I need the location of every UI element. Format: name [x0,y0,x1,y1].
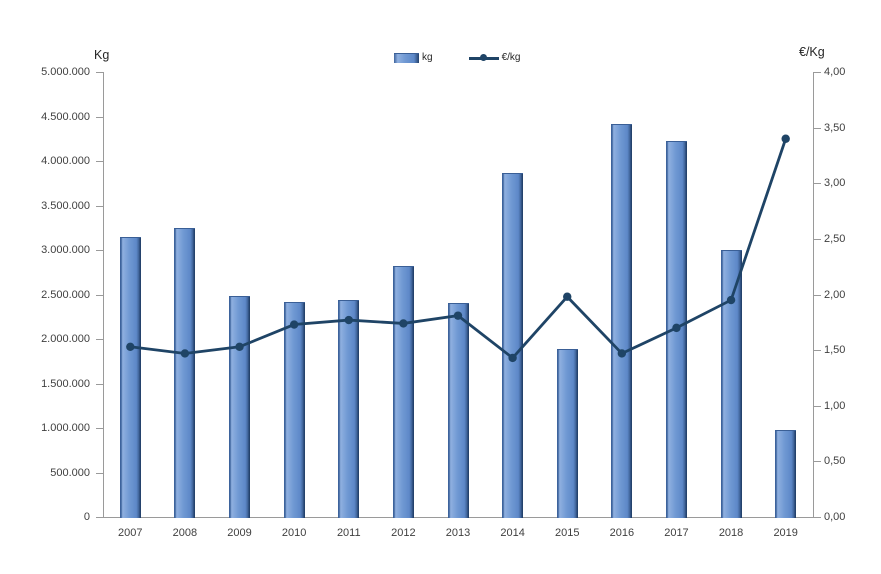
right-axis-tick-label: 4,00 [824,66,846,78]
right-axis-tick [814,461,821,463]
bar-2010 [283,301,305,518]
right-axis-tick [814,183,821,185]
x-axis-label-2011: 2011 [336,527,361,539]
line-marker-2016 [617,349,627,358]
right-axis-tick [814,294,821,296]
right-axis-tick-label: 3,50 [824,121,846,134]
left-axis-tick-label: 3.500.000 [41,199,90,212]
legend-entry-kg: kg [394,52,433,63]
line-marker-2019 [781,134,790,143]
x-axis-label-2017: 2017 [664,527,689,539]
x-axis-label-2014: 2014 [500,527,525,539]
left-axis-tick-label: 500.000 [50,466,90,479]
bar-2019 [775,429,797,518]
x-axis-label-2012: 2012 [391,527,416,539]
bar-2009 [229,296,251,518]
right-axis-tick-label: 2,00 [824,288,846,301]
line-marker-2009 [235,342,244,351]
bar-2018 [720,250,742,518]
x-axis-label-2019: 2019 [773,527,798,539]
left-axis-tick-label: 4.500.000 [41,110,90,123]
line-marker-2007 [126,342,135,351]
left-axis-tick-label: 3.000.000 [41,244,90,256]
bar-2013 [447,303,469,518]
x-axis-label-2007: 2007 [118,527,143,539]
left-axis-tick [96,72,103,73]
bar-2008 [174,227,196,518]
right-axis-tick [814,517,821,518]
line-marker-2015 [563,292,572,301]
left-axis-line [103,72,104,518]
left-axis-tick [96,339,103,340]
x-axis-label-2008: 2008 [172,527,198,539]
line-marker-2018 [726,295,736,305]
line-marker-2017 [672,323,681,333]
left-axis-tick [96,383,103,385]
x-axis-label-2010: 2010 [281,527,307,539]
left-axis-tick [96,205,103,207]
left-axis-tick [96,294,103,296]
right-axis-tick-label: 2,50 [824,232,846,245]
bar-2015 [556,348,578,518]
left-axis-tick-label: 1.500.000 [41,377,90,390]
right-axis-tick [814,350,821,352]
left-axis-tick-label: 2.500.000 [41,288,90,301]
right-axis-tick [814,72,821,73]
line-marker-2013 [453,311,463,320]
right-axis-tick [814,405,821,407]
line-marker-2011 [344,315,353,325]
right-axis-line [813,72,814,518]
left-axis-title: Kg [94,48,110,62]
right-axis-tick-label: 1,00 [824,399,846,412]
bar-2016 [611,123,633,518]
line-marker-2012 [399,319,408,328]
bar-2011 [338,299,360,518]
bar-2012 [392,266,414,518]
left-axis-tick [96,472,103,474]
left-axis-tick [96,250,103,251]
right-axis-tick [814,127,821,129]
bar-series-swatch-icon [394,52,419,63]
right-axis-tick-label: 0,50 [824,455,846,468]
right-axis-tick-label: 3,00 [824,177,846,190]
x-axis-label-2016: 2016 [609,527,635,539]
left-axis-tick [96,428,103,429]
left-axis-tick-label: 0 [83,511,90,523]
x-axis-label-2013: 2013 [445,527,471,539]
line-marker-2014 [508,353,517,363]
bar-2007 [119,236,141,518]
left-axis-tick-label: 1.000.000 [41,422,90,434]
left-axis-tick [96,161,103,162]
right-axis-tick-label: 1,50 [824,344,846,357]
right-axis-title: €/Kg [799,45,825,59]
line-marker-2010 [289,320,299,329]
legend-entry-eur-kg: €/kg [441,52,521,63]
left-axis-tick-label: 5.000.000 [41,66,90,78]
right-axis-tick-label: 0,00 [824,511,846,523]
line-series-swatch-icon [468,53,499,62]
left-axis-tick-label: 2.000.000 [41,333,90,345]
right-axis-tick [814,238,821,240]
x-axis-label-2015: 2015 [554,527,580,539]
legend-kg-label: kg [422,52,433,63]
x-axis-label-2009: 2009 [227,527,252,539]
line-marker-2008 [180,349,190,358]
bar-2014 [502,173,524,518]
line-path [130,138,788,360]
eur-per-kg-line-series [126,134,790,363]
x-axis-label-2018: 2018 [718,527,744,539]
left-axis-tick [96,116,103,118]
legend-eur-kg-label: €/kg [501,52,521,63]
left-axis-tick [96,517,103,518]
left-axis-tick-label: 4.000.000 [41,155,90,167]
chart-legend: kg €/kg [394,52,520,63]
